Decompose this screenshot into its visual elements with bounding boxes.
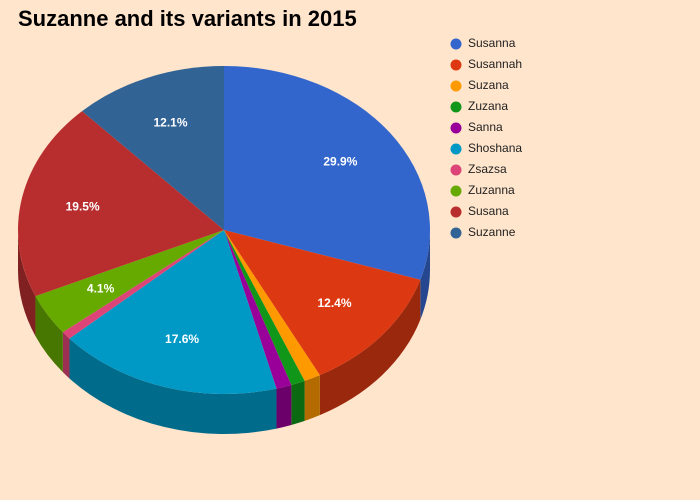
- legend-label: Susannah: [468, 57, 522, 71]
- legend-marker: [450, 185, 462, 197]
- pie-sides: [18, 230, 430, 434]
- slice-side: [319, 279, 421, 416]
- legend-marker: [450, 59, 462, 71]
- slice-side: [35, 296, 63, 373]
- slice-label: 19.5%: [66, 200, 100, 214]
- slice-side: [276, 384, 292, 429]
- legend-label: Susana: [468, 204, 509, 218]
- legend: Susanna Susannah Suzana Zuzana Sanna Shoshana…: [450, 36, 522, 239]
- legend-label: Susanna: [468, 36, 516, 50]
- legend-label: Suzana: [468, 78, 509, 92]
- chart-title: Suzanne and its variants in 2015: [18, 6, 357, 31]
- slice-side: [291, 380, 305, 425]
- slice: [224, 230, 421, 376]
- legend-marker: [450, 122, 462, 134]
- slice-labels: 29.9% 12.4% 17.6% 4.1% 19.5% 12.1%: [66, 116, 358, 346]
- legend-marker: [450, 101, 462, 113]
- legend-label: Suzanne: [468, 225, 516, 239]
- slice-label: 4.1%: [87, 282, 115, 296]
- legend-marker: [450, 206, 462, 218]
- legend-marker: [450, 164, 462, 176]
- slice: [224, 230, 305, 385]
- legend-marker: [450, 227, 462, 239]
- legend-marker: [450, 38, 462, 50]
- slice-label: 12.4%: [318, 296, 352, 310]
- slice-label: 12.1%: [153, 116, 187, 130]
- pie-tops: [18, 66, 430, 394]
- slice: [62, 230, 225, 339]
- legend-marker: [450, 80, 462, 92]
- slice-side: [69, 338, 277, 434]
- legend-marker: [450, 143, 462, 155]
- legend-label: Sanna: [468, 120, 503, 134]
- slice: [82, 66, 224, 230]
- slice-side: [62, 332, 70, 379]
- legend-label: Zsazsa: [468, 162, 507, 176]
- slice-side: [304, 375, 320, 421]
- slice-side: [420, 230, 430, 320]
- slice: [69, 230, 277, 394]
- slice: [224, 230, 320, 381]
- legend-label: Shoshana: [468, 141, 522, 155]
- slice-label: 29.9%: [323, 154, 357, 168]
- slice: [35, 230, 224, 333]
- slice-label: 17.6%: [165, 332, 199, 346]
- slice: [224, 230, 292, 389]
- legend-label: Zuzana: [468, 99, 508, 113]
- slice-side: [18, 230, 36, 337]
- slice: [18, 111, 225, 297]
- slice: [224, 66, 430, 280]
- legend-label: Zuzanna: [468, 183, 515, 197]
